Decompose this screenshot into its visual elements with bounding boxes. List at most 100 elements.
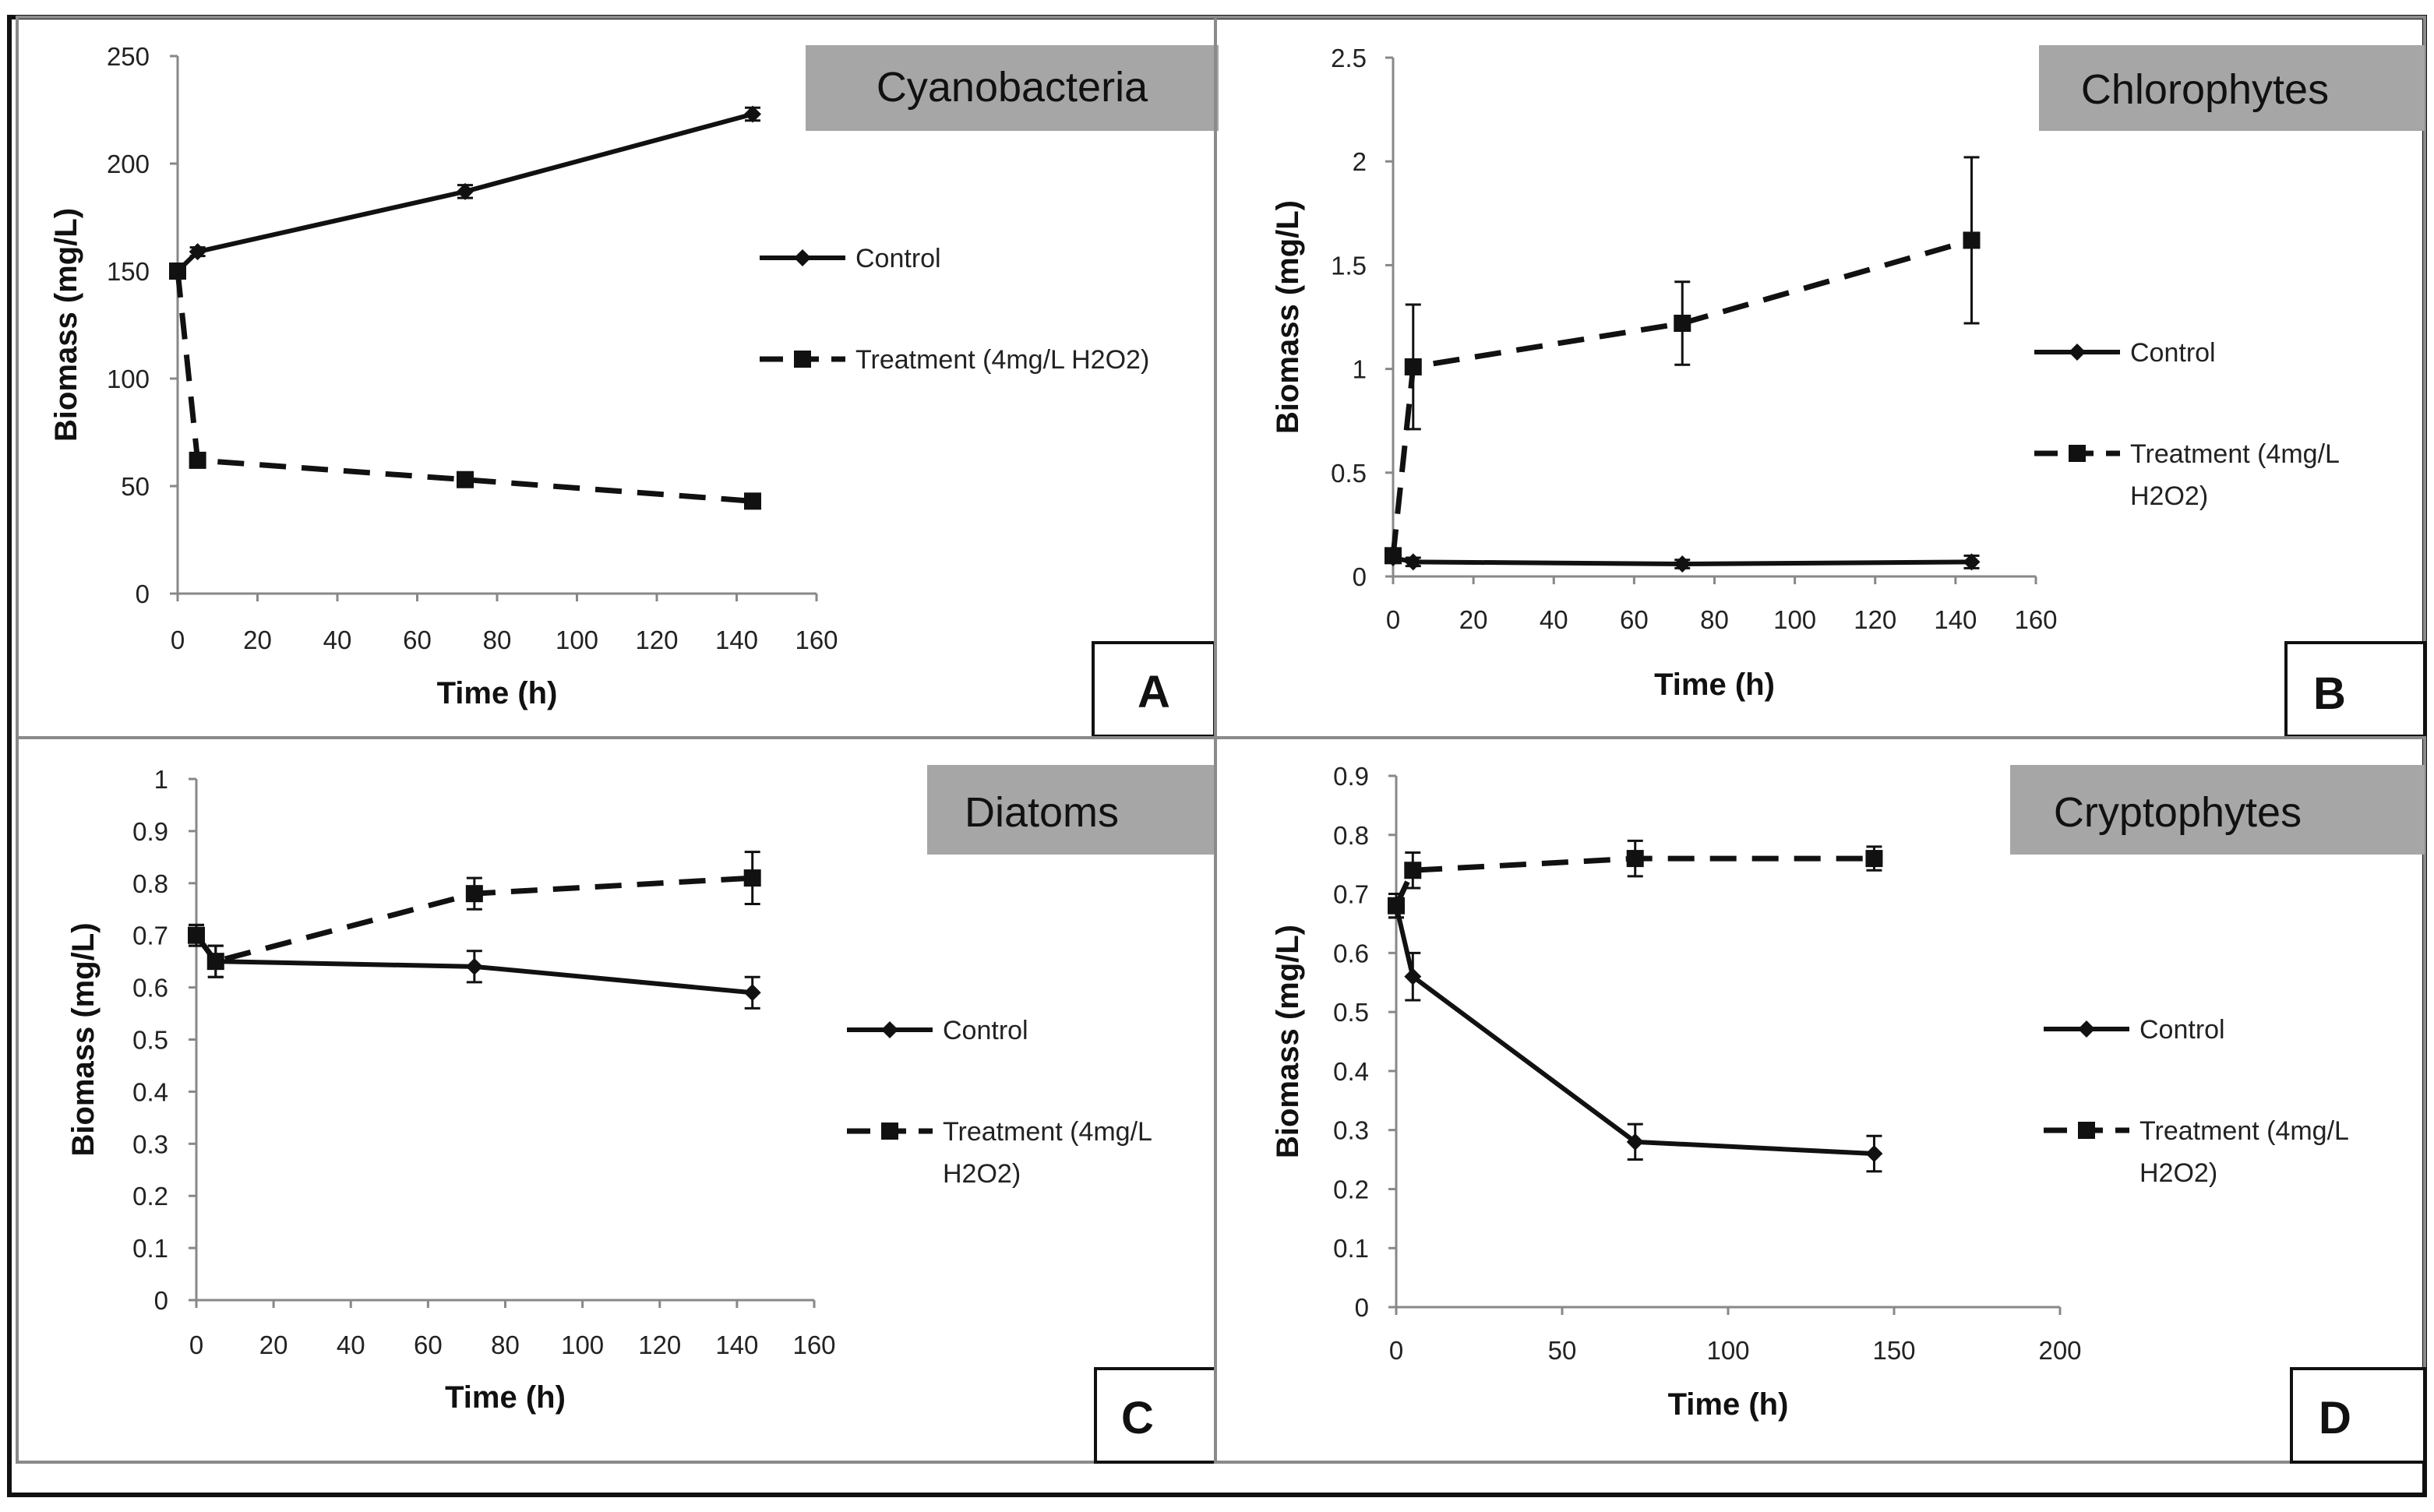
panel-c-y-tick-label: 0	[154, 1286, 168, 1315]
panel-a-letter-box	[1092, 641, 1216, 738]
panel-d-letter: D	[2319, 1393, 2351, 1443]
panel-c-x-tick-label: 0	[189, 1330, 203, 1359]
panel-b-y-tick-label: 2.5	[1331, 44, 1367, 72]
panel-a-letter: A	[1138, 667, 1170, 717]
panel-a-x-tick-label: 0	[171, 626, 185, 654]
panel-c-series-treatment-point	[465, 885, 483, 903]
panel-d-series-control-line	[1394, 905, 1875, 1156]
panel-a-series-control-line	[175, 111, 753, 273]
panel-c-series-control-point	[465, 957, 483, 975]
panel-c-x-tick-label: 80	[491, 1330, 520, 1359]
panel-c-y-tick-label: 0.8	[132, 869, 168, 898]
panel-d: 0 0.1 0.2 0.3 0.4 0.5 0.6 0.7 0.8 0.9 0 50 100 150 200…	[1214, 736, 2426, 1464]
panel-d-series-treatment-point	[1404, 862, 1422, 879]
panel-b-series-treatment-line	[1390, 238, 1973, 556]
panel-a-y-tick-label: 0	[136, 580, 150, 608]
panel-b-legend-label: Control	[2130, 338, 2216, 368]
panel-b-series-control-point	[1963, 553, 1981, 571]
panel-b-x-tick-label: 40	[1540, 605, 1568, 634]
panel-a-x-tick-label: 100	[556, 626, 598, 654]
panel-c-y-tick-label: 0.5	[132, 1026, 168, 1055]
panel-a-legend-label: Control	[855, 244, 941, 273]
panel-a-y-tick-label: 100	[107, 365, 150, 393]
panel-c-y-tick-label: 0.4	[132, 1077, 168, 1106]
panel-d-series-treatment-point	[1865, 850, 1883, 868]
panel-c-title-box	[927, 765, 1215, 855]
panel-d-legend-marker-control	[2078, 1020, 2095, 1038]
panel-b-series-control-line	[1392, 555, 1972, 567]
panel-d-series-treatment-point	[1626, 850, 1644, 868]
panel-c-legend-label: H2O2)	[943, 1159, 1021, 1189]
panel-d-series-treatment-point	[1388, 897, 1405, 915]
panel-a-x-tick-label: 160	[795, 626, 838, 654]
panel-a-legend-marker-control	[794, 249, 811, 266]
panel-b-x-tick-label: 60	[1620, 605, 1649, 634]
panel-a-x-axis-label: Time (h)	[437, 676, 558, 710]
panel-c-series-treatment-point	[743, 869, 761, 887]
panel-d-legend-label: Control	[2139, 1015, 2225, 1045]
panel-b-x-axis-label: Time (h)	[1654, 668, 1775, 702]
panel-c-y-axis-label: Biomass (mg/L)	[66, 922, 101, 1156]
panel-b-series-control-point	[1404, 553, 1422, 571]
panel-c-legend-label: Treatment (4mg/L	[943, 1117, 1152, 1147]
panel-c-title: Diatoms	[965, 789, 1119, 836]
panel-a-series-treatment-point	[744, 492, 761, 510]
panel-b-series-treatment-point	[1963, 231, 1981, 249]
panel-b-series-treatment-point	[1674, 314, 1691, 332]
panel-b-y-tick-label: 0	[1353, 562, 1367, 591]
panel-a-title-box	[806, 45, 1219, 131]
panel-a-legend-marker-treatment	[794, 351, 811, 368]
panel-d-y-tick-label: 0.3	[1333, 1116, 1369, 1145]
panel-d-y-tick-label: 0.6	[1333, 939, 1369, 967]
panel-c-x-tick-label: 20	[259, 1330, 288, 1359]
panel-c-y-tick-label: 0.6	[132, 974, 168, 1003]
panel-a-series-treatment-point	[189, 451, 206, 469]
panel-b-x-tick-label: 160	[2014, 605, 2057, 634]
panel-c-legend-marker-control	[881, 1021, 898, 1038]
panel-c-legend-label: Control	[943, 1016, 1028, 1045]
panel-b-legend-label: H2O2)	[2130, 481, 2208, 511]
panel-b: 0 0.5 1 1.5 2 2.5 0 20 40 60 80 100 120 140 160 Time (h…	[1214, 16, 2426, 739]
panel-d-legend: Control Treatment (4mg/L H2O2)	[2044, 1015, 2349, 1188]
panel-b-series-treatment-point	[1385, 547, 1402, 565]
panel-d-y-tick-label: 0.9	[1333, 762, 1369, 791]
panel-d-series-control-point	[1865, 1144, 1883, 1162]
panel-c-series-control-point	[743, 984, 761, 1002]
panel-d-x-tick-label: 150	[1872, 1336, 1915, 1365]
panel-a-x-tick-label: 20	[243, 626, 272, 654]
panel-a-series-treatment-point	[169, 263, 186, 280]
panel-a-x-tick-label: 140	[715, 626, 758, 654]
panel-a-x-tick-label: 60	[403, 626, 432, 654]
panel-b-y-tick-label: 0.5	[1331, 459, 1367, 488]
panel-a-series-control-point	[189, 243, 206, 261]
panel-d-y-axis-label: Biomass (mg/L)	[1271, 925, 1305, 1158]
panel-b-series-treatment	[1385, 156, 1981, 565]
panel-b-x-tick-label: 0	[1386, 605, 1400, 634]
panel-a-x-tick-label: 40	[323, 626, 352, 654]
panel-b-title-box	[2039, 45, 2425, 131]
panel-b-series-treatment-point	[1404, 358, 1422, 375]
panel-b-x-tick-label: 100	[1773, 605, 1816, 634]
panel-a-y-tick-label: 50	[121, 472, 150, 501]
panel-c-letter-box	[1094, 1367, 1217, 1464]
panel-d-series-control-point	[1404, 967, 1422, 985]
panel-a-legend-label: Treatment (4mg/L H2O2)	[855, 345, 1149, 375]
panel-d-x-tick-label: 200	[2038, 1336, 2081, 1365]
panel-c-x-tick-label: 60	[414, 1330, 443, 1359]
panel-a-title: Cyanobacteria	[877, 64, 1148, 111]
panel-d-letter-box	[2290, 1367, 2426, 1464]
panel-a-y-tick-label: 200	[107, 150, 150, 178]
panel-d-title: Cryptophytes	[2054, 789, 2302, 836]
panel-c-legend: Control Treatment (4mg/L H2O2)	[847, 1016, 1152, 1189]
panel-c-y-tick-label: 1	[154, 765, 168, 794]
panel-c-series-treatment-point	[188, 926, 205, 944]
panel-c-x-tick-label: 40	[337, 1330, 365, 1359]
panel-d-frame	[1214, 736, 2426, 1464]
panel-d-series-control-point	[1626, 1133, 1644, 1151]
panel-b-letter-box	[2284, 641, 2426, 738]
panel-a: 0 50 100 150 200 250 0 20 40 60 80 100 120 140 160 Time…	[16, 16, 1219, 739]
panel-b-y-tick-label: 1	[1353, 355, 1367, 384]
panel-d-series-treatment-line	[1393, 855, 1875, 908]
panel-d-legend-marker-treatment	[2078, 1122, 2095, 1139]
